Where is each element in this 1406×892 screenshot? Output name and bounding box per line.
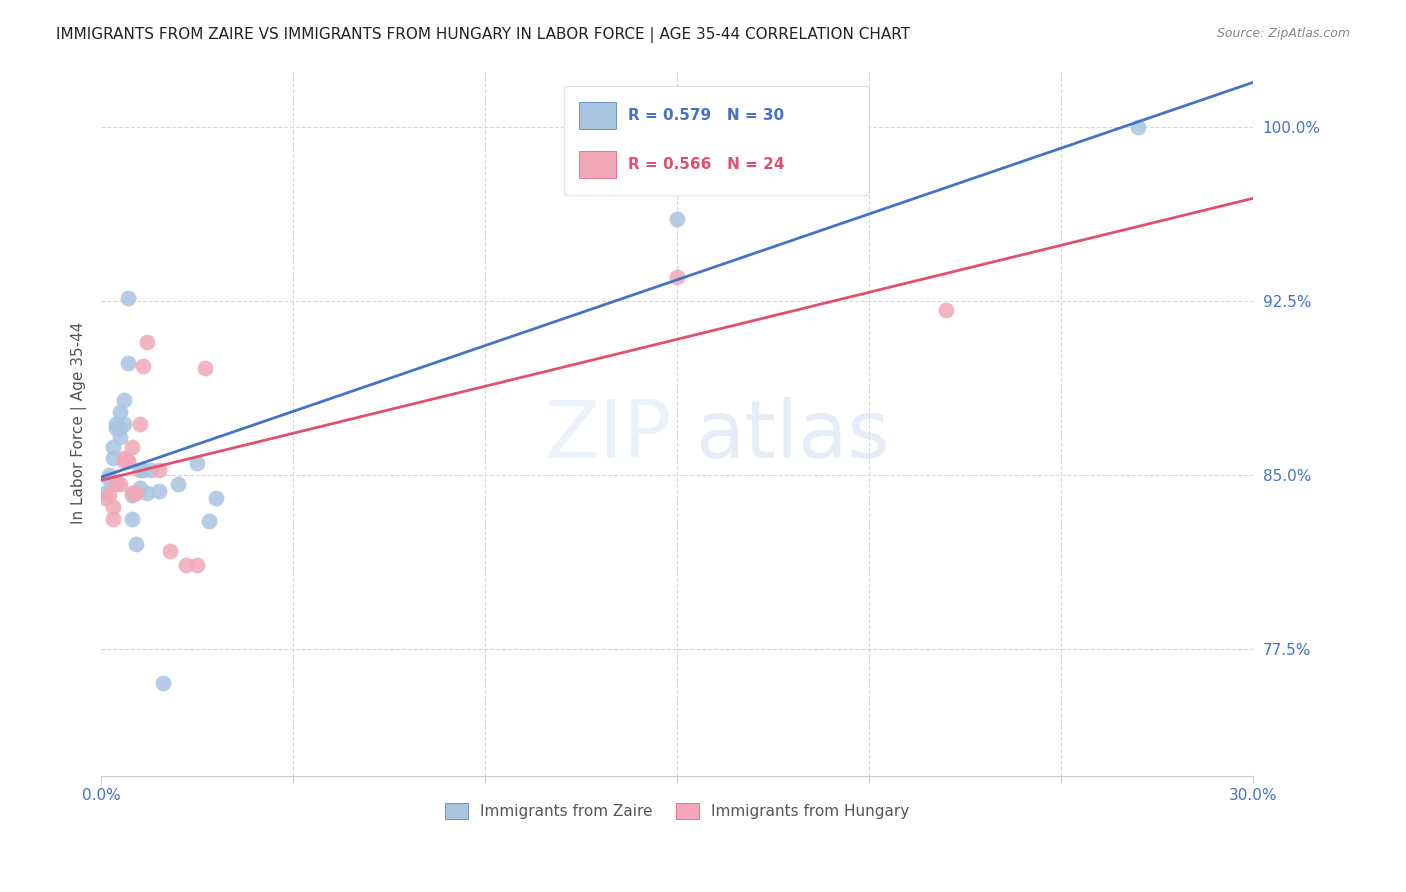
FancyBboxPatch shape bbox=[579, 152, 616, 178]
Point bbox=[117, 291, 139, 305]
Point bbox=[1126, 120, 1149, 134]
Point bbox=[121, 488, 143, 502]
Point bbox=[101, 511, 124, 525]
Point bbox=[94, 486, 117, 500]
Point bbox=[197, 514, 219, 528]
Text: R = 0.566   N = 24: R = 0.566 N = 24 bbox=[627, 157, 785, 172]
Point bbox=[174, 558, 197, 572]
Text: atlas: atlas bbox=[695, 398, 890, 475]
Point bbox=[105, 475, 128, 489]
Point bbox=[128, 482, 150, 496]
Point bbox=[148, 463, 170, 477]
Point bbox=[167, 476, 190, 491]
Point bbox=[935, 302, 957, 317]
Point bbox=[112, 417, 135, 431]
Point bbox=[152, 676, 174, 690]
Text: ZIP: ZIP bbox=[544, 398, 672, 475]
Point bbox=[101, 451, 124, 466]
Point bbox=[136, 335, 159, 350]
Point bbox=[159, 544, 181, 558]
Point bbox=[194, 360, 217, 375]
Point bbox=[110, 476, 132, 491]
Point bbox=[117, 453, 139, 467]
Point bbox=[97, 472, 120, 486]
Point bbox=[205, 491, 228, 505]
Legend: Immigrants from Zaire, Immigrants from Hungary: Immigrants from Zaire, Immigrants from H… bbox=[439, 797, 915, 825]
Point bbox=[125, 537, 148, 551]
Point bbox=[186, 456, 208, 470]
Text: IMMIGRANTS FROM ZAIRE VS IMMIGRANTS FROM HUNGARY IN LABOR FORCE | AGE 35-44 CORR: IMMIGRANTS FROM ZAIRE VS IMMIGRANTS FROM… bbox=[56, 27, 910, 43]
Point bbox=[186, 558, 208, 572]
Point bbox=[117, 356, 139, 370]
Point bbox=[666, 212, 689, 227]
Point bbox=[94, 491, 117, 505]
FancyBboxPatch shape bbox=[564, 87, 869, 196]
Point bbox=[112, 393, 135, 408]
Point bbox=[132, 359, 155, 373]
Point bbox=[105, 421, 128, 435]
Point bbox=[110, 421, 132, 435]
Point bbox=[121, 511, 143, 525]
Point bbox=[101, 440, 124, 454]
Point bbox=[121, 440, 143, 454]
Y-axis label: In Labor Force | Age 35-44: In Labor Force | Age 35-44 bbox=[72, 321, 87, 524]
Point bbox=[110, 405, 132, 419]
Point bbox=[110, 430, 132, 444]
Point bbox=[139, 463, 162, 477]
Point bbox=[97, 488, 120, 502]
Point bbox=[97, 467, 120, 482]
Point bbox=[666, 270, 689, 285]
Point bbox=[148, 483, 170, 498]
Point bbox=[128, 463, 150, 477]
Point bbox=[117, 453, 139, 467]
Text: R = 0.579   N = 30: R = 0.579 N = 30 bbox=[627, 108, 783, 123]
Point bbox=[112, 453, 135, 467]
Point bbox=[121, 486, 143, 500]
Point bbox=[101, 500, 124, 514]
Point bbox=[105, 417, 128, 431]
Point bbox=[128, 417, 150, 431]
Point bbox=[125, 486, 148, 500]
Point bbox=[136, 486, 159, 500]
Text: Source: ZipAtlas.com: Source: ZipAtlas.com bbox=[1216, 27, 1350, 40]
Point bbox=[112, 451, 135, 466]
Point bbox=[132, 463, 155, 477]
FancyBboxPatch shape bbox=[579, 102, 616, 128]
Point bbox=[105, 476, 128, 491]
